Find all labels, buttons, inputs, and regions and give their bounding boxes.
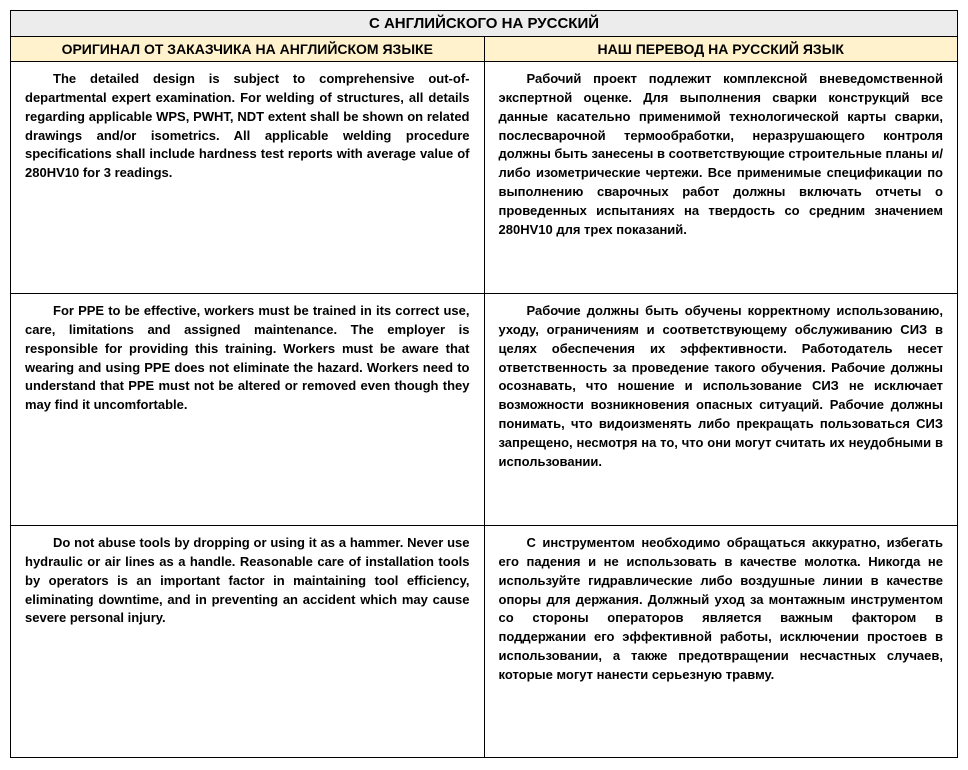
table-title: С АНГЛИЙСКОГО НА РУССКИЙ [11,11,958,37]
paragraph-en: Do not abuse tools by dropping or using … [25,534,470,628]
title-row: С АНГЛИЙСКОГО НА РУССКИЙ [11,11,958,37]
cell-en: Do not abuse tools by dropping or using … [11,526,485,758]
translation-table: С АНГЛИЙСКОГО НА РУССКИЙ ОРИГИНАЛ ОТ ЗАК… [10,10,958,758]
paragraph-ru: С инструментом необходимо обращаться акк… [499,534,944,685]
cell-en: For PPE to be effective, workers must be… [11,294,485,526]
table-row: Do not abuse tools by dropping or using … [11,526,958,758]
table-row: For PPE to be effective, workers must be… [11,294,958,526]
cell-ru: Рабочие должны быть обучены корректному … [484,294,958,526]
header-row: ОРИГИНАЛ ОТ ЗАКАЗЧИКА НА АНГЛИЙСКОМ ЯЗЫК… [11,37,958,62]
paragraph-ru: Рабочий проект подлежит комплексной внев… [499,70,944,240]
header-left: ОРИГИНАЛ ОТ ЗАКАЗЧИКА НА АНГЛИЙСКОМ ЯЗЫК… [11,37,485,62]
header-right: НАШ ПЕРЕВОД НА РУССКИЙ ЯЗЫК [484,37,958,62]
paragraph-en: The detailed design is subject to compre… [25,70,470,183]
paragraph-ru: Рабочие должны быть обучены корректному … [499,302,944,472]
paragraph-en: For PPE to be effective, workers must be… [25,302,470,415]
table-row: The detailed design is subject to compre… [11,62,958,294]
cell-en: The detailed design is subject to compre… [11,62,485,294]
cell-ru: С инструментом необходимо обращаться акк… [484,526,958,758]
cell-ru: Рабочий проект подлежит комплексной внев… [484,62,958,294]
